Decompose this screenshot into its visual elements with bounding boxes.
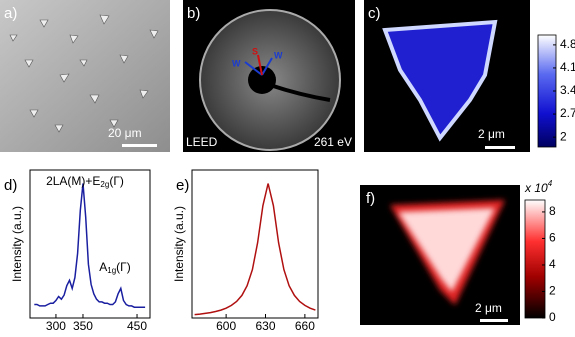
scale-bar <box>485 146 515 149</box>
colorbar-tick-label: 3.4 <box>560 83 575 97</box>
spectrum <box>194 183 316 316</box>
holder <box>269 83 331 102</box>
vector-label: S <box>252 46 258 56</box>
gun <box>248 66 276 94</box>
panel-label: b) <box>187 5 200 22</box>
panel-label: d) <box>4 177 17 194</box>
panel-label: f) <box>366 190 375 207</box>
colorbar-tick-label: 4.1 <box>560 60 575 74</box>
scale-bar <box>122 144 157 147</box>
scale-bar <box>480 319 508 322</box>
annotation-part: A <box>99 260 107 274</box>
panel-label: a) <box>4 5 17 22</box>
x-tick-label: 350 <box>73 319 93 332</box>
annotation-part: 1g <box>107 266 116 275</box>
vector <box>257 54 263 76</box>
scale-label: 2 μm <box>478 127 505 141</box>
y-axis-label: Intensity (a.u.) <box>172 206 186 282</box>
vector-label: W <box>232 58 241 68</box>
annotation-part: (Γ) <box>116 260 131 274</box>
annotation-part: 2g <box>100 180 109 189</box>
energy: 261 eV <box>314 135 352 149</box>
x-tick-label: 300 <box>46 319 66 332</box>
colorbar-tick-label: 2 <box>549 284 556 298</box>
flake <box>382 19 498 142</box>
panel-label: c) <box>368 5 381 22</box>
multiplier-base: x 10 <box>524 181 548 195</box>
vector <box>244 61 263 76</box>
x-tick-label: 450 <box>127 319 147 332</box>
spectrum <box>34 183 146 308</box>
colorbar <box>524 199 546 319</box>
scale-label: 2 μm <box>475 301 502 315</box>
colorbar-tick-label: 8 <box>549 204 556 218</box>
x-tick-label: 630 <box>255 319 275 332</box>
vector-label: W <box>274 50 283 60</box>
flake-core <box>398 208 495 292</box>
annotation-part: (Γ) <box>109 174 124 188</box>
multiplier-exp: 4 <box>548 179 553 188</box>
plot-frame <box>29 169 151 319</box>
colorbar-tick-label: 2 <box>560 129 567 143</box>
colorbar-tick-label: 6 <box>549 231 556 245</box>
sem-image <box>0 0 170 152</box>
colorbar-tick-label: 4 <box>549 257 556 271</box>
caption: LEED <box>186 135 218 149</box>
colorbar-tick-label: 4.8 <box>560 37 575 51</box>
plot-frame <box>191 169 319 319</box>
colorbar-tick-label: 0 <box>549 310 556 324</box>
multiplier: x 104 <box>524 179 553 195</box>
panel-label: e) <box>176 177 189 194</box>
crystals <box>9 14 159 133</box>
annotation: 2LA(M)+E2g(Γ) <box>46 174 124 189</box>
annotation-part: 2LA(M)+E <box>46 174 100 188</box>
x-tick-label: 600 <box>216 319 236 332</box>
x-tick-label: 660 <box>295 319 315 332</box>
y-axis-label: Intensity (a.u.) <box>10 206 24 282</box>
scale-label: 20 μm <box>108 126 142 140</box>
colorbar-tick-label: 2.7 <box>560 106 575 120</box>
annotation: A1g(Γ) <box>99 260 131 275</box>
vector <box>261 57 273 76</box>
